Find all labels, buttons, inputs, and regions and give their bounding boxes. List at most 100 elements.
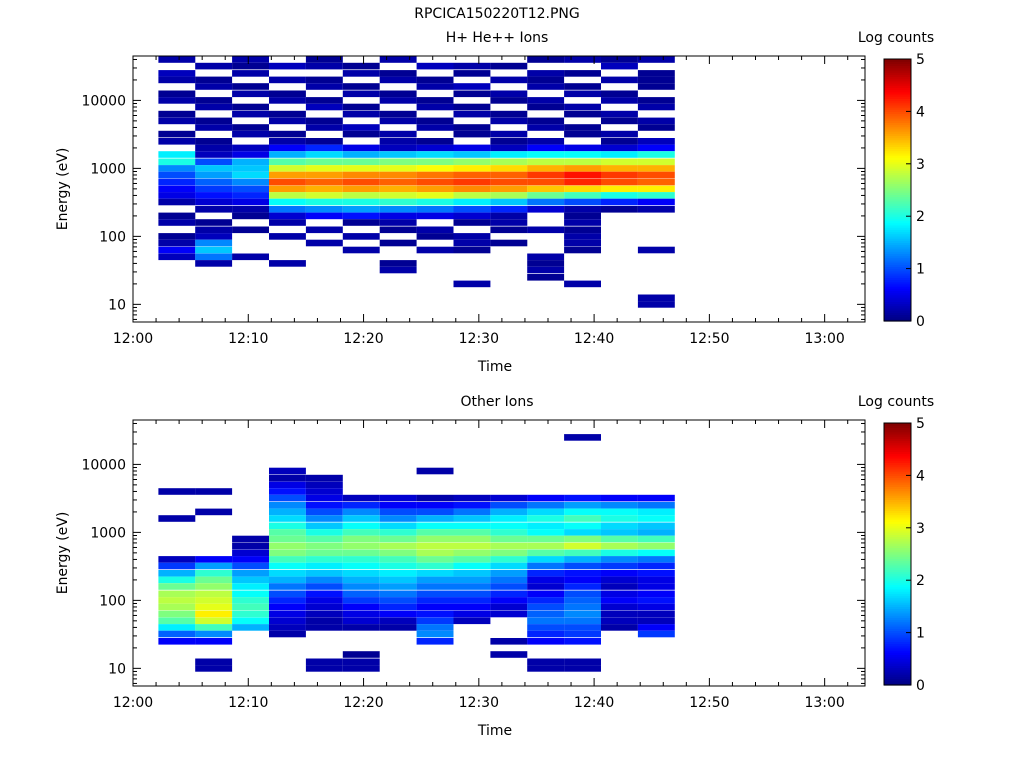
heatmap-cell <box>269 165 306 172</box>
heatmap-cell <box>564 665 601 672</box>
heatmap-cell <box>195 658 233 666</box>
colorbar: 0 1 2 3 4 5 <box>883 52 925 330</box>
heatmap-cell <box>379 556 417 563</box>
heatmap-cell <box>269 474 306 482</box>
heatmap-cell <box>637 301 675 308</box>
heatmap-cell <box>453 206 491 213</box>
heatmap-cell <box>637 178 675 186</box>
colorbar-segment <box>884 571 911 575</box>
colorbar-segment <box>884 551 911 555</box>
colorbar-segment <box>884 152 911 156</box>
colorbar-segment <box>884 521 911 525</box>
heatmap-cell <box>490 178 528 186</box>
heatmap-cell <box>305 62 343 70</box>
colorbar-segment <box>884 486 911 490</box>
colorbar-segment <box>884 586 911 590</box>
heatmap-cell <box>637 124 675 131</box>
heatmap-cell <box>564 178 601 186</box>
colorbar-segment <box>884 475 911 479</box>
heatmap-cell <box>416 117 454 125</box>
heatmap-cell <box>342 151 380 158</box>
heatmap-cell <box>379 515 417 522</box>
colorbar-segment <box>884 78 911 82</box>
colorbar-segment <box>884 639 911 642</box>
heatmap-cell <box>305 665 343 672</box>
colorbar-segment <box>884 96 911 99</box>
heatmap-cell <box>305 603 343 611</box>
heatmap-cell <box>232 576 269 584</box>
heatmap-cell <box>527 597 565 604</box>
heatmap-cell <box>195 638 233 645</box>
heatmap-cell <box>453 280 491 288</box>
heatmap-cell <box>305 583 343 590</box>
colorbar-segment <box>884 200 911 204</box>
heatmap-cell <box>416 535 454 543</box>
heatmap-cell <box>232 583 269 590</box>
heatmap-cell <box>232 130 269 138</box>
colorbar-segment <box>884 80 911 84</box>
heatmap-cell <box>527 529 565 536</box>
colorbar-segment <box>884 155 911 158</box>
heatmap-cell <box>342 590 380 598</box>
heatmap-cell <box>490 110 528 118</box>
heatmap-cell <box>379 226 417 234</box>
colorbar-segment <box>884 283 911 287</box>
colorbar-segment <box>884 174 911 178</box>
heatmap-cell <box>601 90 638 98</box>
heatmap-cells <box>158 434 675 672</box>
heatmap-cell <box>416 171 454 179</box>
colorbar-segment <box>884 207 911 211</box>
heatmap-cell <box>416 556 454 563</box>
colorbar-tick-label: 3 <box>916 157 925 173</box>
heatmap-cell <box>416 597 454 604</box>
colorbar-segment <box>884 643 911 647</box>
heatmap-cell <box>637 206 675 213</box>
heatmap-cell <box>490 597 528 604</box>
heatmap-cell <box>453 508 491 516</box>
heatmap-cell <box>342 171 380 179</box>
heatmap-cell <box>527 124 565 131</box>
heatmap-cell <box>379 212 417 220</box>
heatmap-cell <box>305 198 343 206</box>
colorbar-label: Log counts <box>858 30 934 46</box>
heatmap-cell <box>564 70 601 77</box>
heatmap-cell <box>601 549 638 557</box>
heatmap-cell <box>232 535 269 543</box>
heatmap-cell <box>379 178 417 186</box>
heatmap-cell <box>269 185 306 193</box>
colorbar-segment <box>884 471 911 474</box>
heatmap-cell <box>158 185 196 193</box>
heatmap-cell <box>232 549 269 557</box>
heatmap-cell <box>490 535 528 543</box>
heatmap-cell <box>342 502 380 509</box>
colorbar-segment <box>884 573 911 577</box>
heatmap-cell <box>269 597 306 604</box>
heatmap-cell <box>637 494 675 502</box>
heatmap-cell <box>416 583 454 590</box>
colorbar-segment <box>884 495 911 498</box>
heatmap-cell <box>269 219 306 226</box>
colorbar-segment <box>884 610 911 614</box>
colorbar-segment <box>884 312 911 316</box>
heatmap-cell <box>490 165 528 172</box>
colorbar-segment <box>884 660 911 664</box>
heatmap-cell <box>342 576 380 584</box>
heatmap-cell <box>527 274 565 281</box>
heatmap-cell <box>453 617 491 625</box>
y-tick-label: 10000 <box>81 93 126 109</box>
heatmap-cell <box>601 562 638 570</box>
heatmap-cell <box>232 624 269 631</box>
colorbar-segment <box>884 91 911 95</box>
colorbar-segment <box>884 187 911 191</box>
heatmap-cell <box>342 597 380 604</box>
colorbar-segment <box>884 196 911 200</box>
heatmap-cell <box>637 603 675 611</box>
heatmap-cell <box>527 542 565 550</box>
heatmap-cell <box>527 610 565 618</box>
heatmap-cell <box>416 62 454 70</box>
heatmap-cell <box>379 76 417 84</box>
colorbar-tick-label: 2 <box>916 209 925 225</box>
colorbar-segment <box>884 61 911 64</box>
colorbar-border <box>883 58 912 322</box>
colorbar-segment <box>884 425 911 428</box>
